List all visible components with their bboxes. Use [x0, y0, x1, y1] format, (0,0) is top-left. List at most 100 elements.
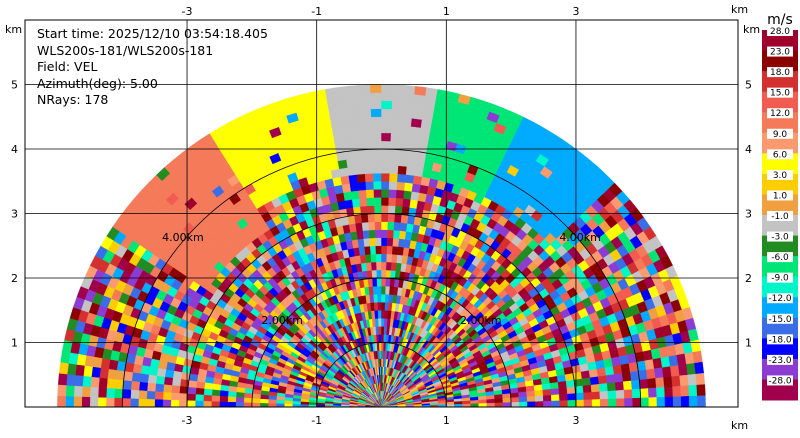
velocity-cell: [359, 92, 372, 102]
velocity-cell: [663, 376, 673, 388]
velocity-cell: [339, 167, 350, 177]
velocity-cell: [388, 181, 398, 191]
range-ring: [121, 148, 642, 408]
velocity-cell: [371, 116, 382, 126]
velocity-cell: [362, 132, 373, 142]
velocity-cell: [389, 173, 399, 183]
velocity-cell: [235, 396, 245, 403]
velocity-cell: [251, 397, 261, 404]
velocity-cell: [114, 388, 124, 399]
colorbar-label-bg: [767, 354, 793, 365]
velocity-cell: [588, 368, 599, 379]
velocity-cell: [664, 396, 674, 408]
velocity-cell: [251, 402, 261, 408]
colorbar-tick-label: -18.0: [768, 335, 792, 345]
velocity-cell: [622, 380, 633, 391]
colorbar-label-bg: [767, 67, 793, 78]
velocity-cell: [478, 399, 488, 404]
velocity-cell: [365, 189, 375, 199]
velocity-cell: [672, 385, 682, 398]
velocity-cell: [355, 222, 364, 232]
velocity-cell: [401, 206, 410, 216]
velocity-cell: [591, 399, 601, 408]
velocity-cell: [381, 334, 385, 343]
velocity-cell: [502, 402, 512, 408]
velocity-cell: [381, 285, 386, 295]
plot-frame: [24, 19, 739, 408]
velocity-cell: [373, 197, 382, 206]
velocity-cell: [374, 310, 379, 319]
velocity-cell: [353, 206, 362, 216]
velocity-cell: [381, 277, 387, 287]
velocity-cell: [155, 375, 166, 385]
velocity-cell: [211, 389, 221, 397]
velocity-cell: [624, 398, 633, 408]
velocity-cell: [686, 362, 697, 376]
velocity-cell: [605, 374, 616, 384]
axis-unit-label: km: [5, 23, 22, 36]
velocity-cell: [368, 229, 376, 239]
x-tick-label-top: -3: [182, 5, 193, 18]
velocity-cell: [371, 132, 382, 142]
velocity-cell: [388, 205, 396, 215]
velocity-cell: [276, 403, 285, 408]
velocity-cell: [387, 213, 396, 223]
velocity-cell: [364, 165, 374, 175]
velocity-cell: [373, 293, 379, 303]
velocity-cell: [599, 398, 609, 408]
y-tick-label-right: 5: [745, 79, 752, 92]
velocity-cell: [105, 387, 116, 398]
velocity-cell: [445, 401, 455, 405]
velocity-cell: [374, 221, 382, 230]
velocity-cell: [130, 380, 141, 391]
velocity-cell: [381, 293, 386, 303]
velocity-cell: [567, 399, 577, 408]
velocity-cell: [284, 403, 293, 408]
velocity-cell: [348, 223, 357, 233]
velocity-cell: [391, 108, 403, 118]
velocity-cell: [342, 134, 354, 144]
velocity-cell: [106, 378, 116, 389]
velocity-cell: [486, 398, 496, 404]
velocity-cell: [410, 118, 423, 128]
velocity-cell: [387, 221, 395, 231]
velocity-cell: [557, 380, 568, 389]
velocity-cell: [542, 394, 552, 402]
velocity-cell: [672, 396, 682, 408]
velocity-cell: [494, 394, 503, 400]
velocity-cell: [385, 277, 391, 287]
velocity-cell: [187, 379, 198, 388]
velocity-cell: [373, 189, 382, 198]
velocity-cell: [392, 84, 405, 94]
velocity-cell: [692, 350, 703, 364]
velocity-cell: [629, 370, 640, 382]
velocity-cell: [359, 197, 368, 207]
velocity-cell: [671, 375, 681, 388]
colorbar-label-bg: [767, 313, 793, 324]
info-field: Field: VEL: [37, 59, 97, 74]
velocity-cell: [412, 175, 423, 185]
velocity-cell: [57, 373, 68, 386]
velocity-cell: [364, 245, 372, 255]
colorbar-label-bg: [767, 108, 793, 119]
velocity-cell: [363, 237, 371, 247]
range-ring: [186, 213, 577, 408]
velocity-cell: [566, 386, 576, 395]
velocity-cell: [379, 350, 382, 359]
velocity-cell: [533, 384, 543, 392]
velocity-cell: [73, 396, 83, 408]
velocity-cell: [378, 326, 382, 335]
velocity-cell: [162, 391, 172, 400]
velocity-cell: [374, 213, 382, 222]
velocity-cell: [387, 229, 395, 239]
velocity-cell: [360, 108, 372, 118]
velocity-cell: [74, 374, 84, 387]
y-tick-label-right: 3: [745, 208, 752, 221]
velocity-cell: [390, 148, 400, 158]
velocity-cell: [219, 401, 228, 408]
velocity-cell: [664, 386, 674, 398]
velocity-cell: [81, 385, 91, 398]
velocity-cell: [398, 149, 409, 159]
velocity-cell: [558, 387, 568, 395]
velocity-cell: [367, 278, 374, 287]
